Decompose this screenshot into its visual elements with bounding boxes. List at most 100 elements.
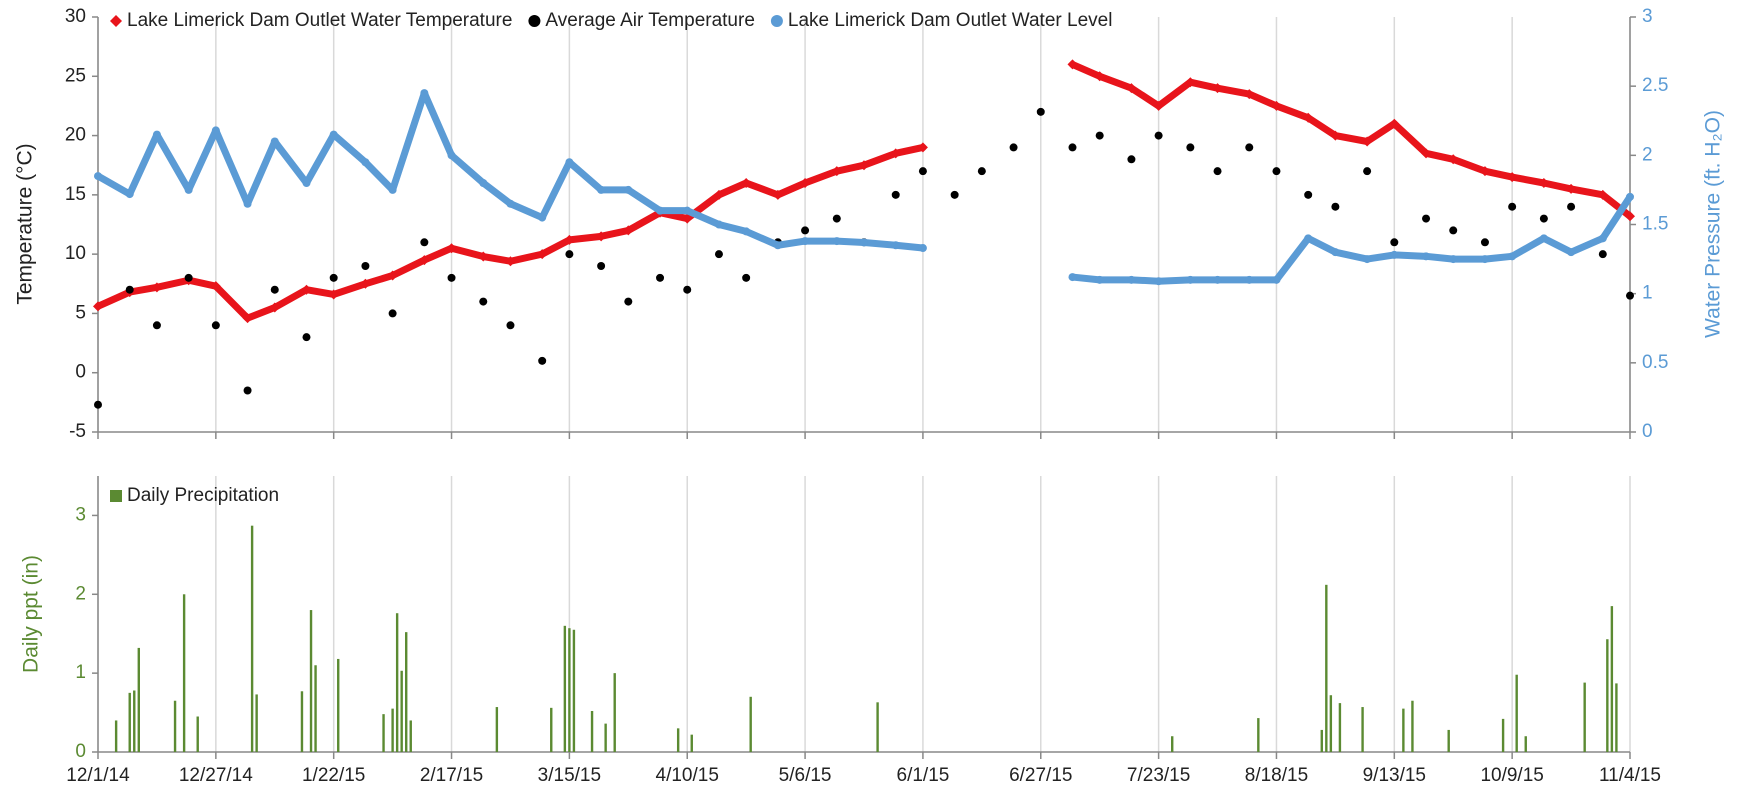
data-point	[1363, 167, 1372, 176]
data-point	[564, 234, 575, 245]
data-point	[210, 281, 221, 292]
y2-tick-label: 2.5	[1642, 75, 1668, 96]
bar	[1320, 729, 1323, 752]
data-point	[1213, 275, 1222, 284]
bar	[690, 734, 693, 752]
x-tick-label: 8/18/15	[1245, 765, 1308, 786]
data-point	[977, 167, 986, 176]
data-point	[918, 244, 927, 253]
bar	[196, 716, 199, 752]
data-point	[1212, 83, 1223, 94]
data-point	[656, 206, 665, 215]
data-point	[125, 190, 134, 199]
data-point	[565, 250, 574, 259]
data-point	[184, 185, 193, 194]
y-axis-label: Daily ppt (in)	[20, 555, 43, 673]
x-tick-label: 2/17/15	[420, 765, 483, 786]
data-point	[329, 130, 338, 139]
data-point	[1245, 275, 1254, 284]
legend-label: Lake Limerick Dam Outlet Water Temperatu…	[127, 10, 512, 31]
legend-label: Lake Limerick Dam Outlet Water Level	[788, 10, 1113, 31]
data-point	[211, 321, 220, 330]
data-point	[891, 241, 900, 250]
bar	[1524, 736, 1527, 752]
bar	[382, 714, 385, 752]
data-point	[1304, 234, 1313, 243]
data-point	[1304, 190, 1313, 199]
data-point	[329, 273, 338, 282]
data-point	[800, 178, 811, 188]
bar	[309, 610, 313, 752]
data-point	[1272, 275, 1281, 284]
bar	[1257, 718, 1260, 752]
bar	[1329, 695, 1333, 752]
legend-label: Average Air Temperature	[545, 10, 754, 31]
data-point	[360, 278, 371, 289]
bar	[405, 632, 408, 752]
y2-axis-label: Water Pressure (ft. H₂O)	[1702, 110, 1725, 338]
y-tick-label: 15	[65, 184, 86, 205]
x-tick-label: 12/27/14	[179, 765, 253, 786]
data-point	[1245, 143, 1254, 152]
data-point	[506, 321, 515, 330]
bar	[337, 658, 340, 752]
data-point	[242, 313, 253, 324]
bar	[749, 696, 752, 752]
data-point	[683, 285, 692, 294]
data-point	[479, 179, 488, 187]
bar	[1325, 584, 1328, 752]
data-point	[151, 282, 162, 293]
y-tick-label: 0	[75, 741, 86, 762]
bar	[137, 647, 140, 752]
data-point	[479, 297, 488, 306]
x-tick-label: 3/15/15	[538, 765, 601, 786]
bar	[1583, 682, 1586, 752]
data-point	[891, 190, 900, 199]
data-point	[801, 237, 810, 246]
data-point	[1154, 277, 1163, 286]
bar	[173, 700, 177, 752]
y2-tick-label: 2	[1642, 144, 1653, 165]
data-point	[537, 249, 548, 260]
y-tick-label: 25	[65, 65, 86, 86]
data-point	[831, 166, 842, 177]
data-point	[683, 206, 692, 215]
data-point	[656, 273, 665, 282]
data-point	[623, 225, 634, 236]
x-tick-label: 1/22/15	[302, 765, 365, 786]
legend-marker	[528, 15, 541, 27]
bar	[409, 720, 412, 752]
y-tick-label: 30	[65, 6, 86, 27]
data-point	[125, 285, 134, 294]
data-point	[270, 137, 279, 146]
data-point	[1244, 89, 1255, 100]
data-point	[860, 238, 868, 247]
data-point	[1272, 167, 1281, 176]
data-point	[714, 220, 723, 229]
data-point	[1330, 130, 1341, 141]
bar	[250, 525, 254, 752]
bar	[114, 720, 118, 752]
bar	[676, 728, 680, 752]
data-point	[565, 158, 574, 167]
data-point	[1185, 77, 1196, 88]
legend-marker	[110, 15, 122, 27]
data-point	[93, 301, 103, 312]
bar	[314, 665, 317, 752]
bar	[613, 673, 616, 752]
data-point	[1303, 112, 1314, 123]
bar	[550, 707, 553, 752]
data-point	[1362, 136, 1373, 147]
data-point	[1067, 59, 1078, 70]
data-point	[801, 226, 810, 235]
data-point	[1566, 183, 1577, 194]
data-point	[1186, 275, 1195, 284]
bar	[572, 629, 576, 752]
bar	[128, 692, 131, 752]
data-point	[1598, 234, 1607, 243]
data-point	[890, 148, 901, 159]
data-point	[388, 185, 397, 194]
bar	[590, 710, 594, 752]
data-point	[1421, 148, 1432, 159]
y2-tick-label: 3	[1642, 6, 1653, 27]
